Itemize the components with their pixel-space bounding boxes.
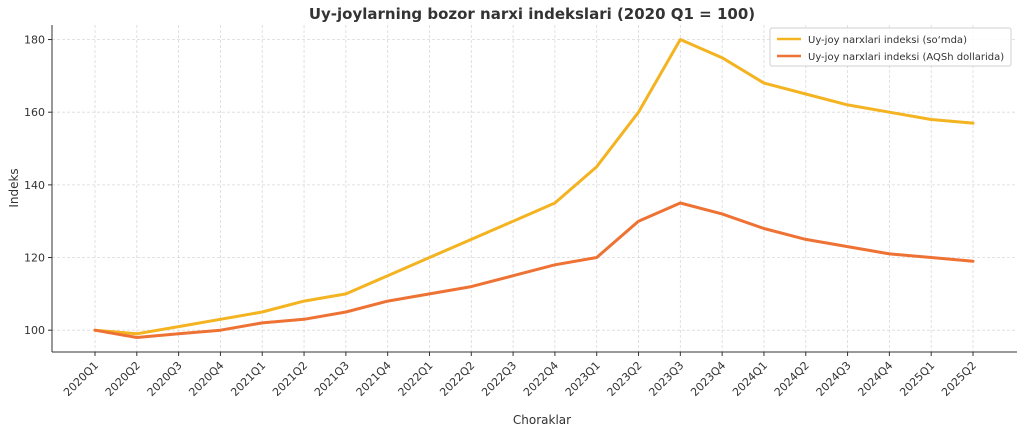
x-tick-label: 2020Q1 [61,359,101,399]
grid [52,25,1017,352]
x-tick-label: 2022Q1 [396,359,436,399]
legend: Uy-joy narxlari indeksi (so‘mda) Uy-joy … [769,27,1012,67]
legend-label-so-m: Uy-joy narxlari indeksi (so‘mda) [808,35,967,46]
x-tick-label: 2021Q2 [270,359,310,399]
x-tick-label: 2022Q4 [521,359,561,399]
x-tick-label: 2024Q1 [730,359,770,399]
x-tick-label: 2021Q3 [312,359,352,399]
x-tick-label: 2023Q4 [688,359,728,399]
series-line-1 [93,201,975,339]
x-tick-label: 2023Q2 [605,359,645,399]
x-tick-label: 2023Q1 [563,359,603,399]
x-axis-label: Choraklar [513,413,571,427]
x-tick-label: 2023Q3 [646,359,686,399]
y-tick-label: 180 [24,34,45,47]
y-ticks: 100 120 140 160 180 [24,34,52,337]
x-tick-label: 2020Q2 [103,359,143,399]
x-tick-label: 2022Q2 [437,359,477,399]
x-ticks: 2020Q1 2020Q2 2020Q3 2020Q4 2021Q1 2021Q2 2021… [61,352,979,399]
x-tick-label: 2022Q3 [479,359,519,399]
series-line-0 [93,38,975,336]
y-tick-label: 100 [24,324,45,337]
y-tick-label: 120 [24,252,45,265]
x-tick-label: 2020Q4 [186,359,226,399]
x-tick-label: 2024Q3 [814,359,854,399]
axes [51,25,1017,353]
y-tick-label: 160 [24,106,45,119]
series-lines [93,38,975,339]
x-tick-label: 2024Q2 [772,359,812,399]
x-tick-label: 2025Q1 [897,359,937,399]
chart-title: Uy-joylarning bozor narxi indekslari (20… [309,5,755,23]
x-tick-label: 2024Q4 [855,359,895,399]
y-tick-label: 140 [24,179,45,192]
x-tick-label: 2020Q3 [145,359,185,399]
y-axis-label: Indeks [7,168,21,207]
x-tick-label: 2025Q2 [939,359,979,399]
legend-label-usd: Uy-joy narxlari indeksi (AQSh dollarida) [808,52,1004,63]
x-tick-label: 2021Q4 [354,359,394,399]
legend-box [769,27,1012,67]
x-tick-label: 2021Q1 [228,359,268,399]
